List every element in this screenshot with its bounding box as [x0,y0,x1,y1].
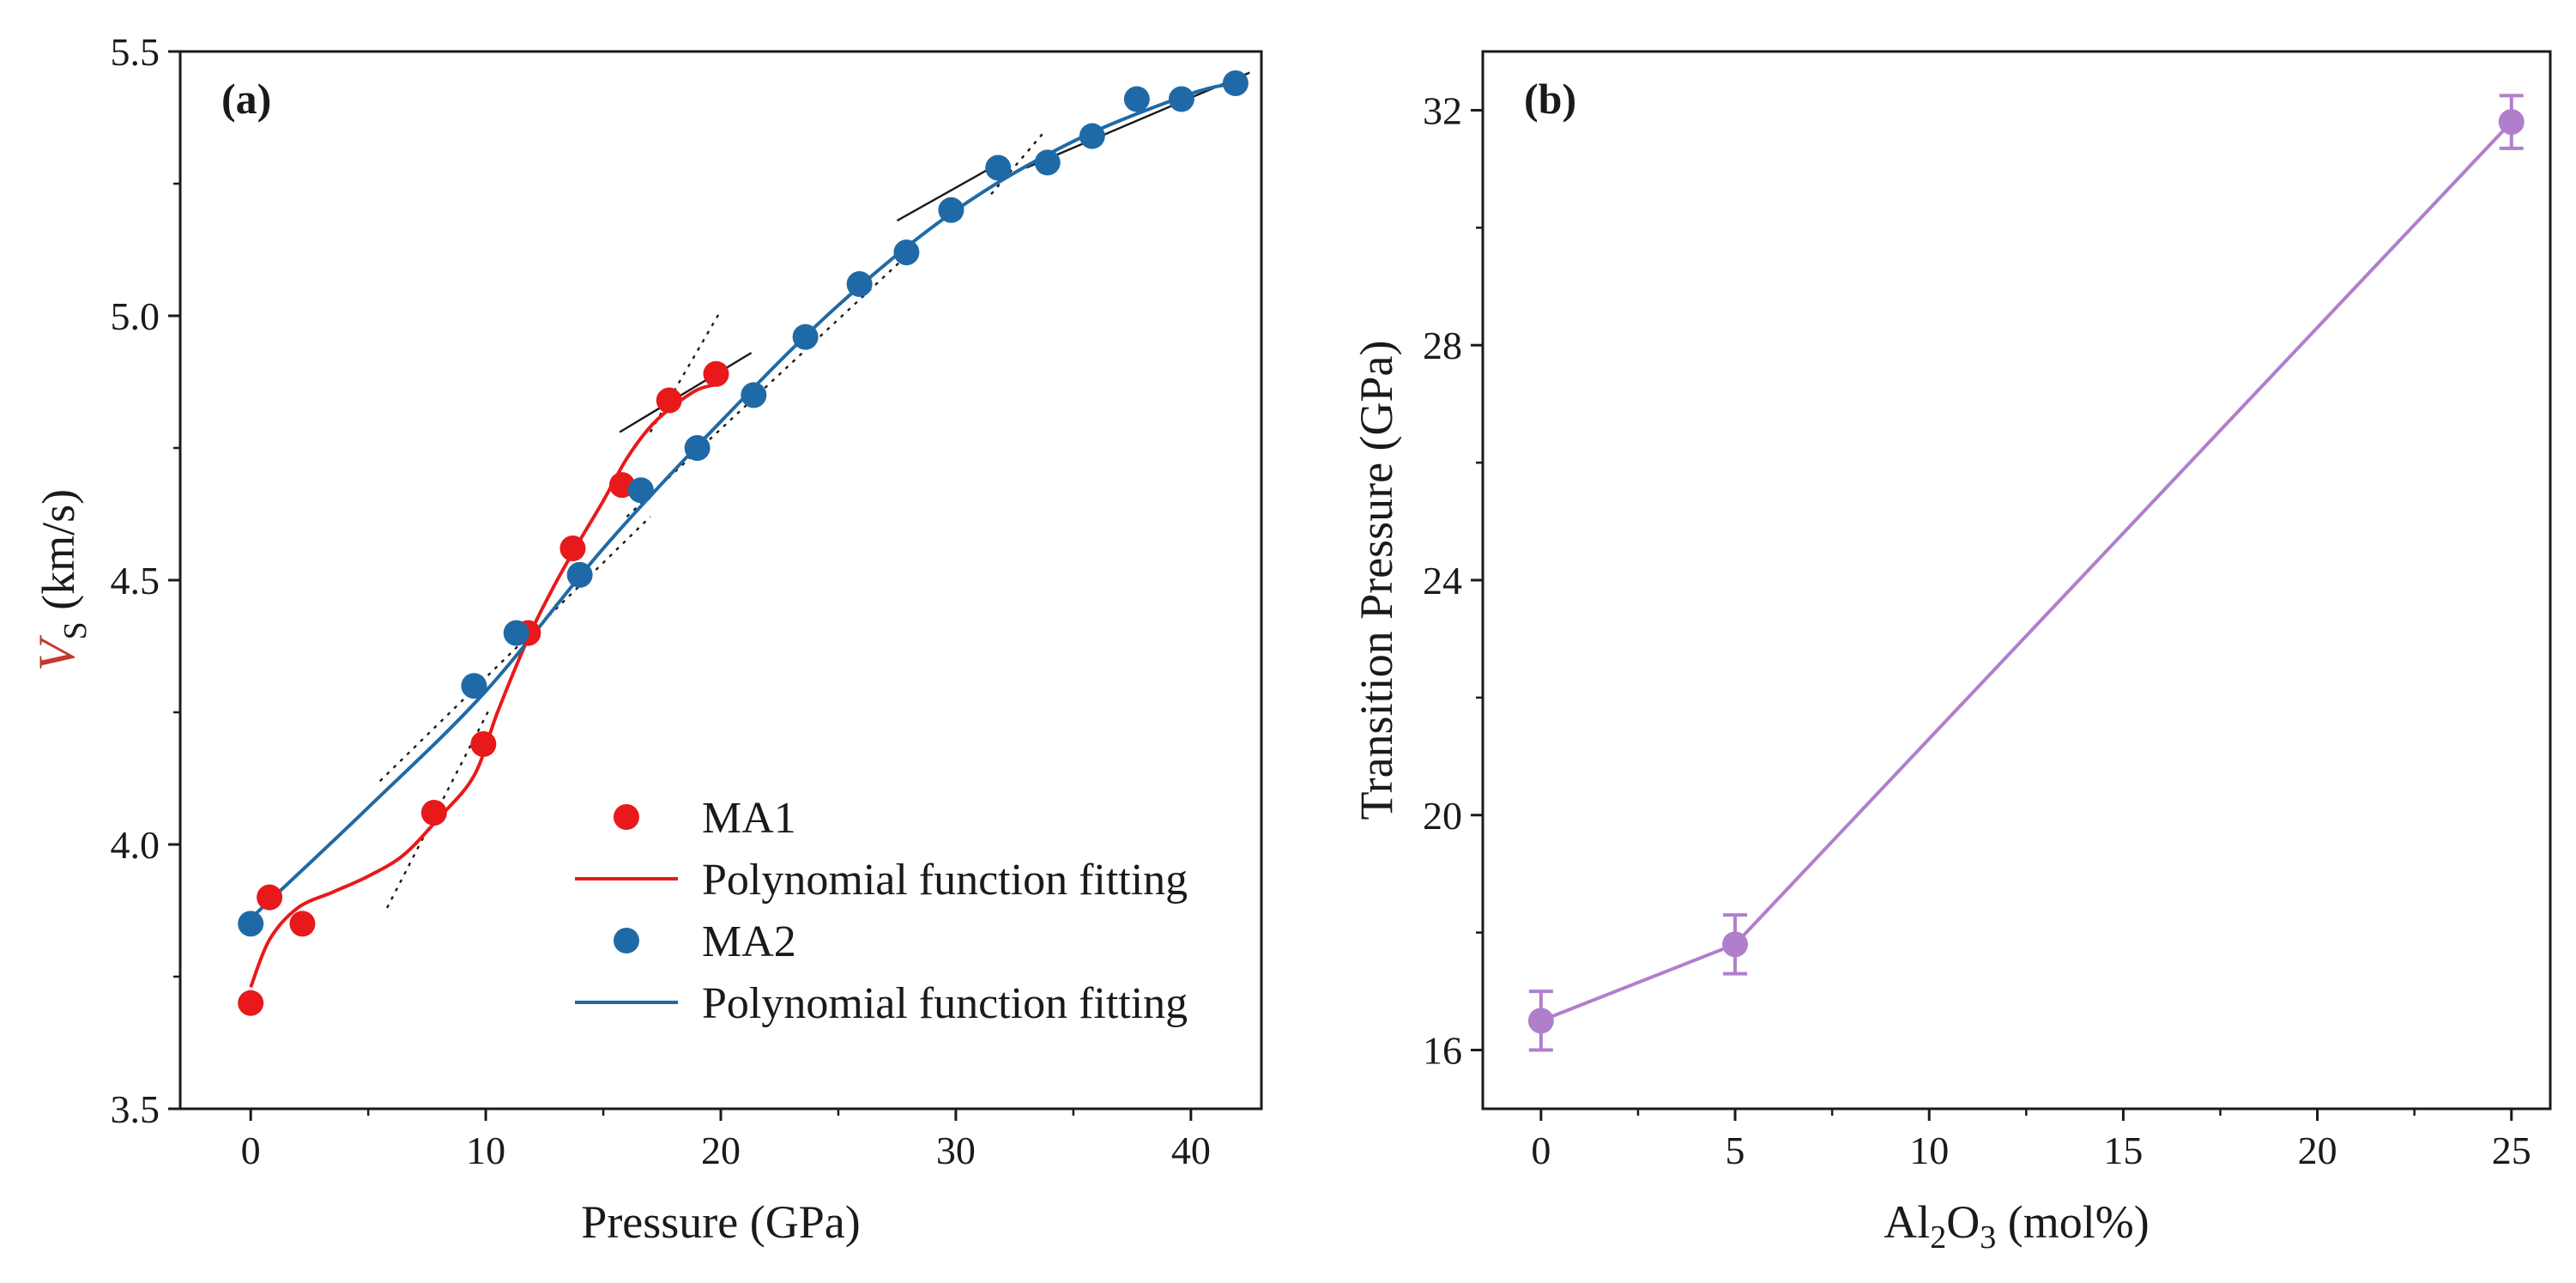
ma1-data-point [656,387,682,414]
x-axis-title-part: O [1946,1196,1980,1248]
ma1-data-point [420,800,447,826]
y-axis-title-b: Transition Pressure (GPa) [1351,341,1402,820]
transition-pressure-point [2498,109,2525,136]
ma2-data-point [238,911,264,937]
y-tick-label: 16 [1423,1029,1462,1073]
ma1-data-point [289,911,316,937]
legend-label: Polynomial function fitting [702,979,1188,1028]
x-axis-title-unit: (mol%) [1996,1196,2149,1248]
ma2-data-point [741,382,767,409]
x-tick-label: 5 [1726,1129,1745,1172]
y-tick-label: 5.5 [111,30,160,74]
tangent-line-solid [619,352,753,433]
ma2-data-point [846,271,873,298]
x-axis-title-part: Al [1884,1196,1930,1248]
y-tick-label: 20 [1423,794,1462,838]
legend-label: Polynomial function fitting [702,856,1188,905]
ma2-data-point [1079,123,1105,149]
x-tick-label: 0 [241,1129,261,1172]
y-tick-label: 24 [1423,559,1462,602]
x-tick-label: 25 [2492,1129,2531,1172]
ma2-data-point [792,324,819,350]
ma2-data-point [1222,70,1249,96]
ma1-fit-curve [249,383,717,989]
panel-a-chart: 0 10 20 30 40 3.5 4.0 4.5 5.0 5.5 (a) Pressure (GPa… [28,30,1263,1248]
x-tick-label: 20 [2298,1129,2337,1172]
ma1-data-point [257,884,283,911]
x-tick-label: 30 [936,1129,976,1172]
y-tick-label: 4.5 [111,559,160,602]
legend-marker [614,804,639,830]
plot-frame-b [1481,50,2552,1111]
y-tick-label: 5.0 [111,294,160,338]
panel-label-a: (a) [221,75,271,123]
y-tick-label: 32 [1423,88,1462,132]
y-tick-label: 4.0 [111,823,160,867]
ma2-data-point [684,435,711,461]
y-tick-label: 28 [1423,324,1462,367]
x-axis-title-b: Al2O3 (mol%) [1884,1196,2149,1256]
ma2-data-point [938,197,964,223]
tangent-line-dotted [378,516,651,782]
ma2-data-point [985,154,1012,181]
tangent-line-dotted [990,130,1046,196]
x-axis-title-subscript: 3 [1980,1219,1996,1256]
legend-label: MA1 [702,794,796,843]
y-axis-title-subscript: S [57,621,94,639]
ma2-data-point [1168,86,1194,112]
ma2-data-point [461,673,487,699]
panel-b-chart: 0 5 10 15 20 25 16 20 24 28 32 (b) Al2O3 (mol%) Trans… [1351,50,2552,1256]
ma2-data-point [1123,86,1150,112]
x-tick-label: 0 [1531,1129,1551,1172]
ma2-data-point [566,561,593,588]
ma1-data-point [470,730,497,757]
ma1-data-point [703,360,729,387]
ma2-data-point [503,620,529,646]
y-axis-title-unit: (km/s) [33,489,84,622]
ma1-data-point [559,536,586,562]
transition-pressure-point [1527,1008,1554,1034]
x-tick-label: 15 [2103,1129,2143,1172]
x-axis-title-subscript: 2 [1930,1219,1946,1256]
x-tick-label: 20 [701,1129,741,1172]
tangent-line-solid [896,166,992,222]
transition-pressure-line [1540,120,2513,1023]
ma2-data-point [1034,149,1061,176]
ma2-data-point [627,477,654,504]
legend-marker [614,928,639,953]
panel-label-b: (b) [1524,75,1576,123]
legend-label: MA2 [702,917,796,966]
x-tick-label: 10 [466,1129,505,1172]
transition-pressure-point [1722,931,1749,958]
ma2-data-point [893,239,920,266]
y-axis-title-symbol: V [28,634,85,671]
ma1-data-point [238,989,264,1016]
x-tick-label: 40 [1171,1129,1211,1172]
y-axis-title-a: VS (km/s) [28,489,94,671]
y-tick-label: 3.5 [111,1087,160,1131]
x-tick-label: 10 [1909,1129,1949,1172]
x-axis-title-a: Pressure (GPa) [581,1196,860,1248]
